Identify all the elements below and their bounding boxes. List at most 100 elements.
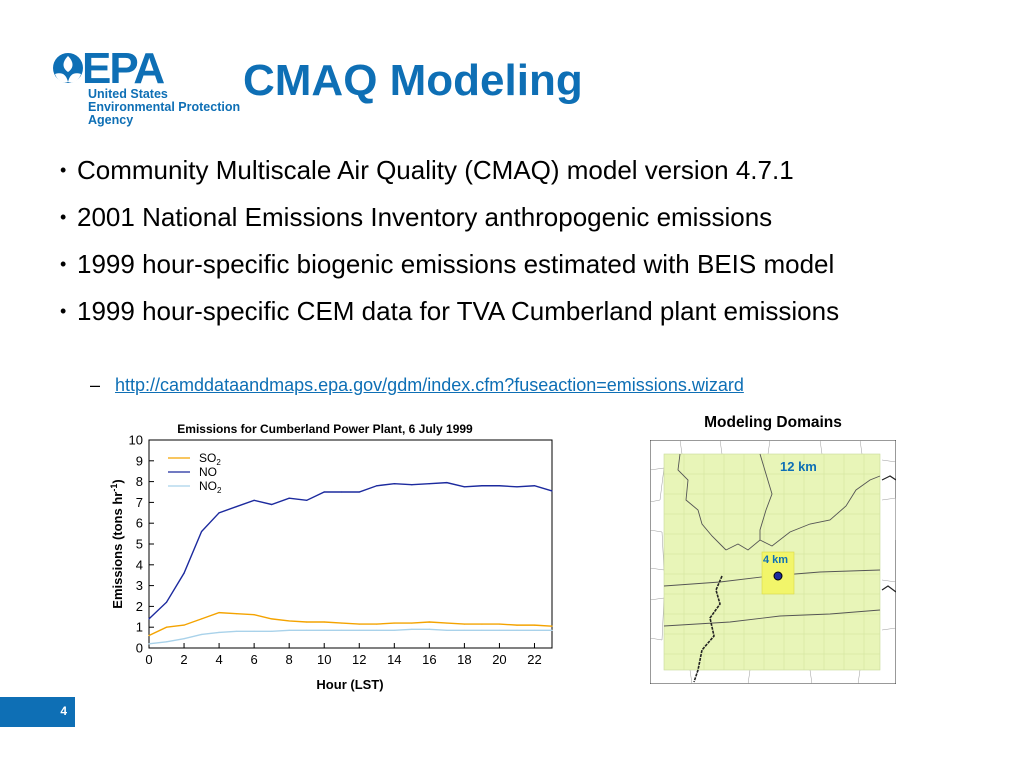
data-point-so2 xyxy=(393,622,395,624)
data-point-so2 xyxy=(218,612,220,614)
data-point-no2 xyxy=(148,643,150,645)
data-point-so2 xyxy=(306,621,308,623)
data-point-no2 xyxy=(376,629,378,631)
data-point-no2 xyxy=(271,630,273,632)
data-point-no2 xyxy=(288,629,290,631)
x-tick-label: 22 xyxy=(527,652,541,667)
bullet-item: • 1999 hour-specific CEM data for TVA Cum… xyxy=(60,296,840,326)
page-number: 4 xyxy=(60,704,67,718)
y-axis-label: Emissions (tons hr-1) xyxy=(109,479,125,608)
data-point-no2 xyxy=(428,628,430,630)
data-point-so2 xyxy=(411,622,413,624)
y-tick-label: 0 xyxy=(136,641,143,656)
data-point-so2 xyxy=(516,624,518,626)
y-axis-ticks: 0 1 2 3 4 5 6 7 8 9 10 xyxy=(129,433,154,656)
data-point-no2 xyxy=(323,629,325,631)
bullet-item: • 2001 National Emissions Inventory anthr… xyxy=(60,202,773,232)
y-tick-label: 8 xyxy=(136,474,143,489)
bullet-item: • Community Multiscale Air Quality (CMAQ)… xyxy=(60,155,794,185)
bullet-list: • Community Multiscale Air Quality (CMAQ)… xyxy=(60,154,1000,342)
data-point-so2 xyxy=(165,626,168,628)
data-point-no xyxy=(183,572,185,574)
data-point-so2 xyxy=(551,625,553,627)
x-tick-label: 4 xyxy=(215,652,222,667)
data-point-no xyxy=(516,486,518,488)
data-point-no2 xyxy=(551,629,553,631)
data-point-no xyxy=(165,601,168,603)
page-number-bar: 4 xyxy=(0,697,75,727)
data-point-no xyxy=(446,482,448,484)
data-point-so2 xyxy=(148,634,150,637)
data-point-no xyxy=(236,505,238,508)
series-line-so2 xyxy=(148,611,553,637)
label-12km: 12 km xyxy=(780,459,817,474)
data-point-no2 xyxy=(411,628,413,630)
data-point-so2 xyxy=(323,621,325,623)
mississippi-river xyxy=(693,575,723,683)
bullet-item: • 1999 hour-specific biogenic emissions e… xyxy=(60,249,835,279)
data-point-so2 xyxy=(446,622,448,624)
x-tick-label: 2 xyxy=(180,652,187,667)
data-point-no xyxy=(306,499,308,501)
data-point-no2 xyxy=(306,629,308,631)
y-tick-label: 7 xyxy=(136,495,143,510)
data-point-no2 xyxy=(516,629,518,631)
data-point-no xyxy=(411,484,413,486)
y-tick-label: 4 xyxy=(136,557,143,572)
y-tick-label: 6 xyxy=(136,516,143,531)
epa-logo: EPA United States Environmental Protecti… xyxy=(50,44,245,132)
series-line-no2 xyxy=(148,628,552,645)
data-point-no2 xyxy=(498,629,501,631)
cumberland-plant-marker xyxy=(773,571,783,581)
data-point-no2 xyxy=(253,630,255,632)
data-point-no xyxy=(358,491,360,493)
data-point-no2 xyxy=(393,629,395,631)
legend-label-so2: SO2 xyxy=(199,451,221,467)
data-point-so2 xyxy=(341,622,343,624)
data-point-no xyxy=(376,485,378,487)
data-point-no xyxy=(551,490,553,492)
legend-label-no2: NO2 xyxy=(199,479,222,495)
x-tick-label: 8 xyxy=(286,652,293,667)
county-lines-outer xyxy=(650,440,896,684)
data-point-so2 xyxy=(183,624,185,626)
data-point-no2 xyxy=(165,641,168,643)
data-point-no xyxy=(341,491,343,493)
data-point-so2 xyxy=(200,618,203,620)
data-point-no xyxy=(148,618,150,620)
data-point-no2 xyxy=(481,629,483,631)
x-tick-label: 12 xyxy=(352,652,366,667)
data-point-no xyxy=(253,499,255,501)
data-point-no2 xyxy=(446,629,448,631)
data-point-so2 xyxy=(498,623,501,625)
modeling-domains-title: Modeling Domains xyxy=(704,414,842,431)
data-point-no2 xyxy=(183,638,185,640)
y-tick-label: 1 xyxy=(136,620,143,635)
y-tick-label: 3 xyxy=(136,578,143,593)
series-line-no xyxy=(148,481,553,620)
data-point-no xyxy=(323,491,325,493)
data-point-no2 xyxy=(236,630,238,632)
x-tick-label: 6 xyxy=(251,652,258,667)
data-point-so2 xyxy=(253,614,255,616)
data-point-no xyxy=(271,503,273,506)
y-tick-label: 10 xyxy=(129,433,143,448)
x-tick-label: 0 xyxy=(145,652,152,667)
data-point-no2 xyxy=(218,631,220,633)
data-point-no xyxy=(533,485,536,487)
data-point-so2 xyxy=(533,624,536,626)
data-point-so2 xyxy=(481,623,483,625)
x-tick-label: 14 xyxy=(387,652,401,667)
label-4km: 4 km xyxy=(763,554,788,566)
emissions-wizard-link[interactable]: http://camddataandmaps.epa.gov/gdm/index… xyxy=(115,375,744,395)
data-point-so2 xyxy=(376,623,378,625)
data-point-no2 xyxy=(533,629,536,631)
y-tick-label: 2 xyxy=(136,599,143,614)
legend: SO2 NO NO2 xyxy=(168,451,222,495)
state-borders xyxy=(663,453,881,627)
coastline-right xyxy=(881,475,896,593)
modeling-domains-panel: Modeling Domains 12 km 4 km xyxy=(648,414,898,684)
y-tick-label: 5 xyxy=(136,537,143,552)
data-point-no xyxy=(288,497,290,499)
chart-title: Emissions for Cumberland Power Plant, 6 … xyxy=(177,422,473,436)
